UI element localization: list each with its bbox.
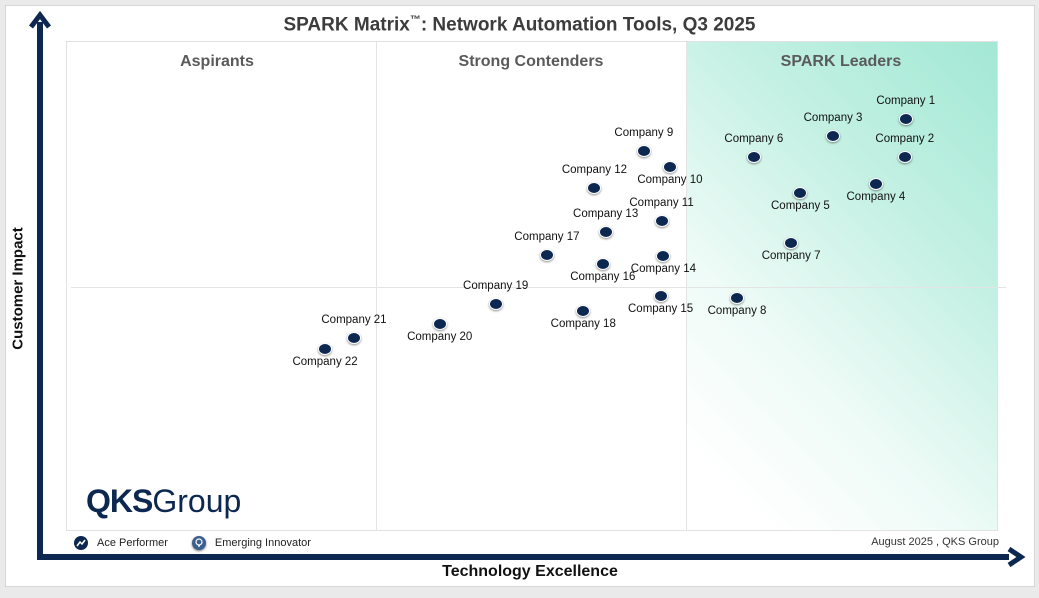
lightbulb-icon bbox=[191, 536, 206, 550]
data-point bbox=[432, 318, 447, 331]
data-point bbox=[793, 186, 808, 199]
data-point-label: Company 16 bbox=[570, 270, 636, 283]
data-point-label: Company 1 bbox=[876, 94, 936, 107]
data-point-label: Company 13 bbox=[573, 208, 639, 221]
legend-label-emerging-innovator: Emerging Innovator bbox=[214, 537, 311, 549]
x-axis-label: Technology Excellence bbox=[442, 563, 618, 580]
data-point bbox=[662, 160, 677, 173]
credit-text: August 2025 , QKS Group bbox=[871, 536, 999, 548]
data-point bbox=[539, 249, 554, 262]
data-point-label: Company 20 bbox=[407, 331, 473, 344]
title-main: SPARK Matrix bbox=[283, 14, 410, 36]
data-point-label: Company 12 bbox=[561, 164, 628, 176]
data-point bbox=[897, 151, 912, 164]
data-point bbox=[346, 331, 361, 344]
legend-item-emerging-innovator: Emerging Innovator bbox=[191, 536, 311, 550]
y-axis-label: Customer Impact bbox=[9, 227, 27, 350]
x-axis-line bbox=[37, 554, 1009, 560]
title-trademark: ™ bbox=[409, 14, 421, 26]
data-point bbox=[595, 257, 610, 270]
legend-item-ace-performer: Ace Performer bbox=[74, 536, 168, 550]
data-point-label: Company 17 bbox=[514, 231, 580, 244]
data-point bbox=[784, 236, 799, 249]
data-point bbox=[826, 130, 841, 143]
data-point-label: Company 5 bbox=[771, 199, 830, 212]
quadrant-divider-1 bbox=[376, 42, 377, 530]
legend: Ace Performer Emerging Innovator bbox=[74, 536, 335, 550]
data-point-label: Company 2 bbox=[875, 133, 935, 146]
data-point-label: Company 18 bbox=[550, 317, 616, 330]
data-point bbox=[653, 289, 668, 302]
data-point bbox=[746, 151, 761, 164]
trend-up-icon bbox=[74, 536, 88, 550]
leaders-quadrant-background bbox=[686, 42, 997, 530]
quadrant-label-spark-leaders: SPARK Leaders bbox=[780, 53, 902, 70]
logo-bold: QKS bbox=[86, 483, 153, 519]
qks-group-logo: QKSGroup bbox=[86, 483, 241, 520]
data-point-label: Company 10 bbox=[637, 173, 703, 186]
data-point bbox=[656, 250, 671, 263]
data-point-label: Company 8 bbox=[707, 304, 767, 317]
data-point bbox=[576, 304, 591, 317]
data-point-label: Company 3 bbox=[803, 112, 863, 125]
y-axis-arrowhead-icon bbox=[29, 10, 51, 29]
legend-label-ace-performer: Ace Performer bbox=[97, 537, 168, 549]
quadrant-label-strong-contenders: Strong Contenders bbox=[458, 53, 604, 70]
x-axis-arrowhead-icon bbox=[1007, 546, 1026, 568]
chart-title: SPARK Matrix™: Network Automation Tools,… bbox=[0, 14, 1039, 36]
data-point bbox=[636, 144, 651, 157]
data-point bbox=[654, 214, 669, 227]
data-point-label: Company 21 bbox=[321, 313, 387, 326]
data-point bbox=[488, 298, 503, 311]
y-axis-line bbox=[37, 22, 43, 560]
data-point bbox=[868, 178, 883, 191]
horizontal-midline bbox=[71, 287, 1006, 288]
data-point-label: Company 19 bbox=[463, 280, 529, 293]
data-point bbox=[587, 182, 602, 194]
data-point-label: Company 4 bbox=[846, 191, 906, 204]
quadrant-label-aspirants: Aspirants bbox=[180, 53, 254, 70]
data-point-label: Company 15 bbox=[628, 302, 694, 315]
plot-area: Aspirants Strong Contenders SPARK Leader… bbox=[66, 41, 1006, 531]
data-point-label: Company 7 bbox=[761, 249, 821, 262]
title-rest: : Network Automation Tools, Q3 2025 bbox=[420, 14, 756, 36]
data-point-label: Company 9 bbox=[614, 126, 674, 139]
data-point bbox=[730, 291, 745, 304]
data-point-label: Company 6 bbox=[724, 133, 784, 146]
data-point-label: Company 14 bbox=[630, 263, 697, 276]
data-point bbox=[898, 112, 913, 125]
quadrant-divider-2 bbox=[686, 42, 687, 530]
data-point-label: Company 11 bbox=[629, 196, 694, 209]
data-point bbox=[598, 226, 613, 239]
data-point bbox=[318, 343, 333, 356]
data-point-label: Company 22 bbox=[292, 356, 358, 369]
logo-light: Group bbox=[152, 483, 242, 519]
